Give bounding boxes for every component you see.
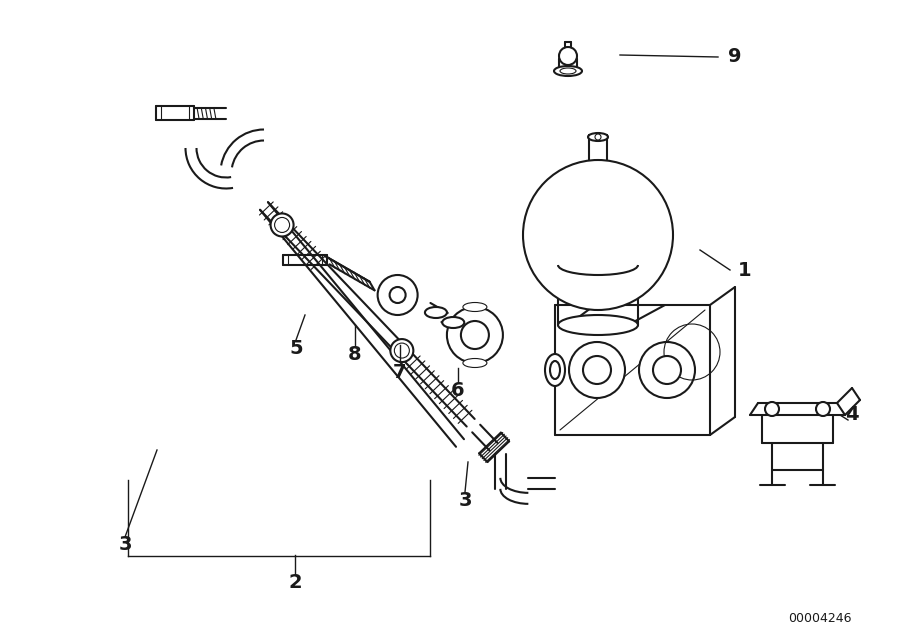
Circle shape [523,160,673,310]
Text: 1: 1 [738,260,752,279]
Ellipse shape [550,361,560,379]
Circle shape [653,356,681,384]
Text: 2: 2 [288,573,302,592]
Ellipse shape [442,317,464,328]
Ellipse shape [425,307,447,318]
Text: 7: 7 [393,363,407,382]
Text: 3: 3 [118,535,131,554]
Circle shape [583,356,611,384]
Ellipse shape [463,302,487,312]
Text: 00004246: 00004246 [788,612,851,624]
Circle shape [595,134,601,140]
Circle shape [765,402,779,416]
Ellipse shape [463,359,487,368]
Circle shape [378,275,418,315]
Text: 5: 5 [289,338,302,358]
Text: 4: 4 [845,406,859,425]
Circle shape [461,321,489,349]
Circle shape [559,47,577,65]
Ellipse shape [558,315,638,335]
Circle shape [391,339,413,362]
Circle shape [271,213,293,236]
Ellipse shape [545,354,565,386]
Circle shape [569,342,625,398]
Text: 3: 3 [458,490,472,509]
Text: 6: 6 [451,380,464,399]
Circle shape [639,342,695,398]
Circle shape [390,287,406,303]
Text: 8: 8 [348,345,362,364]
Ellipse shape [588,133,608,141]
Text: 9: 9 [728,48,742,67]
Ellipse shape [554,66,582,76]
Circle shape [816,402,830,416]
Circle shape [447,307,503,363]
